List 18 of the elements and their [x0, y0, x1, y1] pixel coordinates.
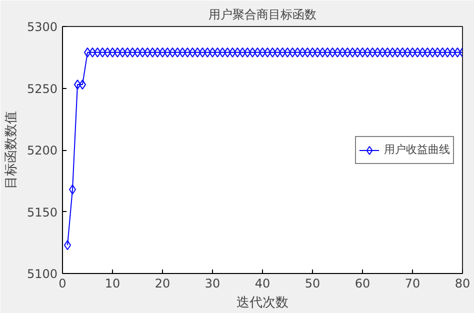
y-tick-label: 5250 [26, 82, 58, 96]
y-tick-label: 5100 [26, 267, 58, 281]
legend-label: 用户收益曲线 [384, 142, 450, 157]
x-tick-label: 10 [104, 276, 120, 290]
x-tick-label: 80 [454, 276, 470, 290]
y-tick-label: 5300 [26, 20, 58, 34]
x-tick-label: 50 [304, 276, 320, 290]
x-tick-label: 60 [354, 276, 370, 290]
y-axis-title: 目标函数数值 [4, 111, 19, 189]
x-tick-label: 30 [204, 276, 220, 290]
x-tick-label: 20 [154, 276, 170, 290]
x-tick-label: 0 [58, 276, 66, 290]
x-tick-label: 70 [404, 276, 420, 290]
y-tick-label: 5200 [26, 144, 58, 158]
x-axis-title: 迭代次数 [236, 296, 288, 310]
chart-title: 用户聚合商目标函数 [208, 8, 316, 22]
y-tick-label: 5150 [26, 205, 58, 220]
x-tick-label: 40 [254, 276, 270, 290]
